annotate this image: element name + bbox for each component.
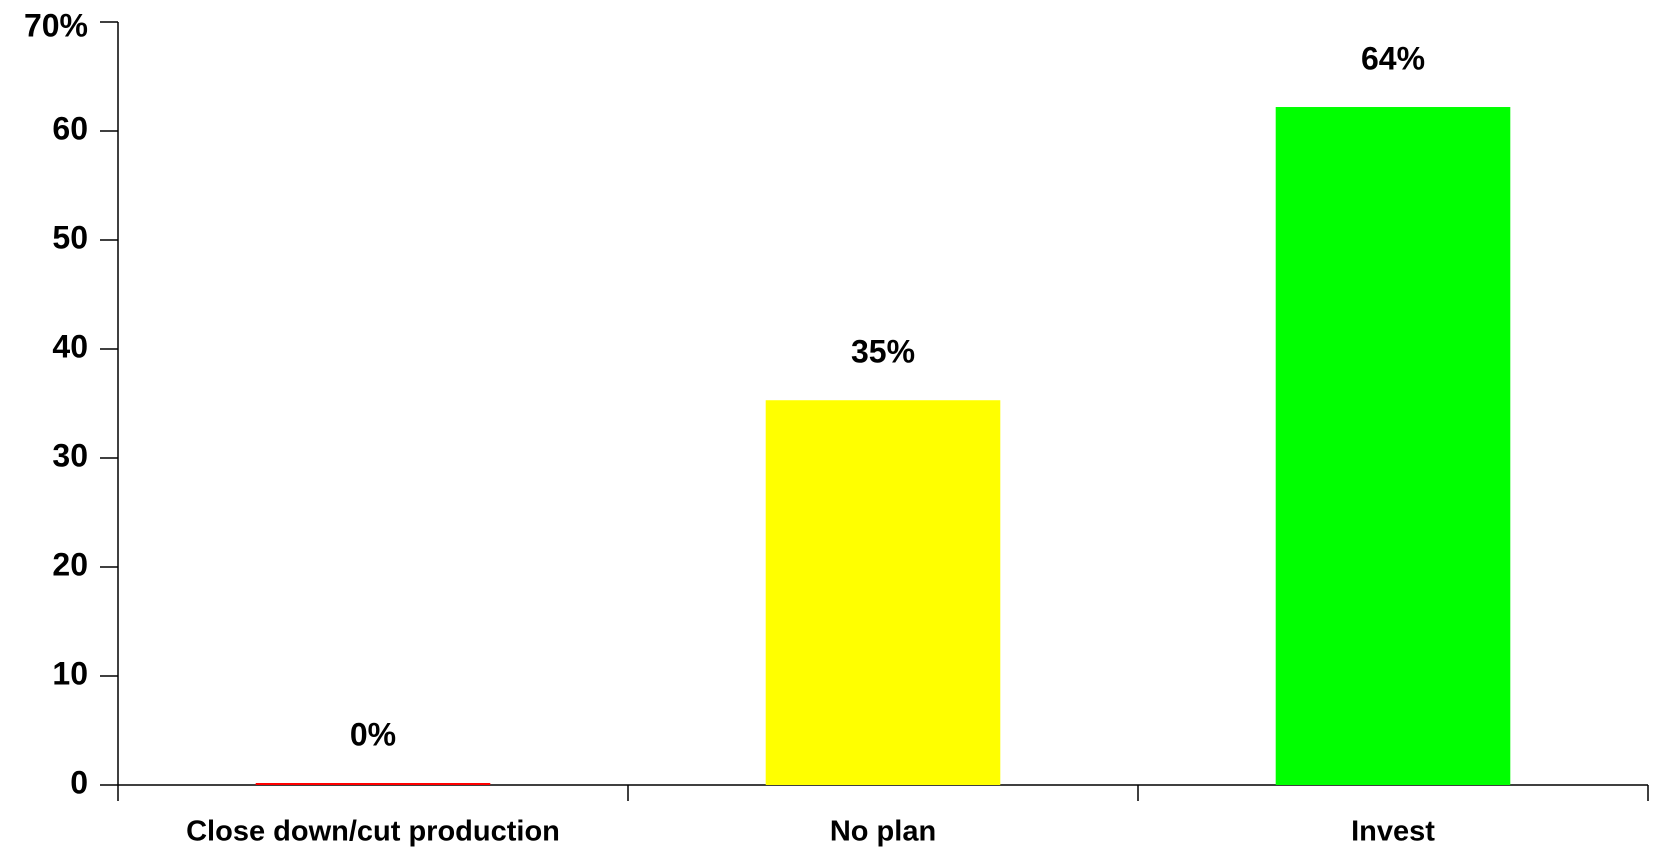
- data-label: 0%: [350, 716, 396, 752]
- y-tick-label: 30: [52, 437, 88, 473]
- category-label: Close down/cut production: [186, 816, 560, 848]
- y-tick-label: 70%: [24, 7, 88, 43]
- x-axis: [117, 784, 1649, 801]
- y-axis: 0 10 20 30 40 50 60 70%: [24, 7, 119, 800]
- category-labels: Close down/cut production No plan Invest: [186, 816, 1435, 848]
- y-tick-label: 0: [70, 764, 88, 800]
- data-label: 35%: [851, 334, 915, 370]
- y-tick-label: 50: [52, 219, 88, 255]
- bar: [765, 400, 1001, 785]
- y-tick-label: 60: [52, 110, 88, 146]
- bar: [255, 783, 491, 785]
- y-tick-label: 10: [52, 655, 88, 691]
- data-label: 64%: [1361, 40, 1425, 76]
- bar: [1275, 107, 1511, 785]
- y-tick-label: 20: [52, 546, 88, 582]
- y-tick-label: 40: [52, 328, 88, 364]
- bars: [255, 107, 1511, 785]
- data-labels: 0% 35% 64%: [350, 40, 1425, 752]
- category-label: Invest: [1351, 816, 1435, 848]
- category-label: No plan: [830, 816, 936, 848]
